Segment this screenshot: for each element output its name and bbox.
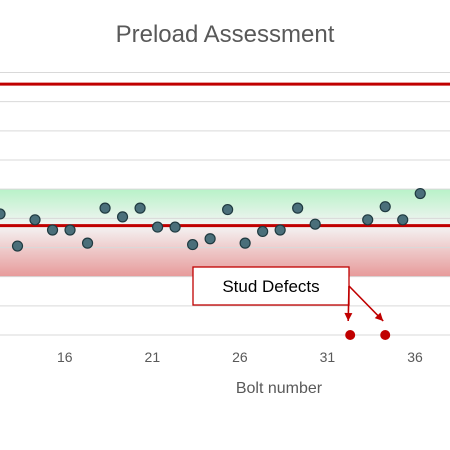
x-tick-labels: 16 21 26 31 36 — [57, 349, 423, 365]
callout-label: Stud Defects — [222, 277, 319, 296]
data-point — [222, 203, 234, 216]
data-point — [397, 214, 409, 226]
bands-layer — [0, 189, 450, 277]
x-tick-label: 26 — [232, 349, 248, 365]
defect-point — [345, 330, 356, 340]
callout-arrowhead — [374, 312, 384, 321]
data-point — [11, 240, 24, 252]
callout-layer: Stud Defects — [192, 266, 384, 322]
data-point — [29, 214, 41, 226]
data-point — [64, 224, 76, 236]
chart-title: Preload Assessment — [116, 21, 335, 48]
data-point — [81, 237, 94, 249]
data-point — [151, 221, 164, 233]
defect-point — [380, 330, 391, 340]
callout-arrow — [348, 285, 384, 322]
data-point — [239, 237, 251, 249]
data-point — [379, 201, 391, 213]
points-layer — [0, 187, 426, 340]
x-axis-label: Bolt number — [236, 380, 323, 397]
data-point — [292, 202, 304, 214]
callout-arrowhead — [344, 312, 353, 321]
data-point — [99, 202, 111, 214]
data-point — [309, 218, 321, 230]
data-point — [187, 238, 199, 251]
data-point — [257, 225, 269, 238]
data-point — [116, 211, 129, 223]
data-point — [362, 214, 374, 226]
data-point — [46, 224, 59, 236]
data-point — [414, 187, 426, 200]
x-tick-label: 31 — [320, 349, 336, 365]
data-point — [169, 221, 181, 233]
data-point — [204, 233, 216, 245]
callout-box — [192, 266, 350, 306]
x-tick-label: 16 — [57, 349, 73, 365]
x-tick-label: 36 — [407, 349, 423, 365]
limit-lines-layer — [0, 82, 450, 228]
data-point — [274, 224, 286, 236]
data-point — [0, 208, 6, 220]
data-point — [134, 202, 146, 214]
x-tick-label: 21 — [145, 349, 161, 365]
